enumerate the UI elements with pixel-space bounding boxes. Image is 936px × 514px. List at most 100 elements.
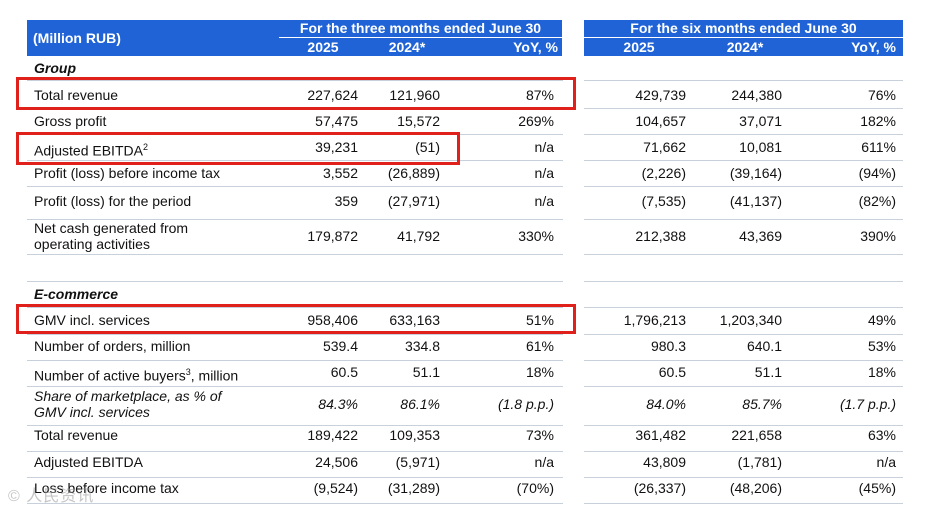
- col-header-yoy-h: YoY, %: [851, 39, 896, 55]
- table-cell: 60.5: [330, 364, 358, 380]
- table-cell: 121,960: [389, 87, 440, 103]
- highlight-total-revenue: [16, 77, 576, 110]
- table-cell: 51.1: [754, 364, 782, 380]
- table-cell: (48,206): [729, 480, 782, 496]
- table-cell: 18%: [525, 364, 554, 380]
- table-cell: 1,203,340: [719, 312, 782, 328]
- row-label: Share of marketplace, as % of GMV incl. s…: [34, 388, 222, 420]
- table-cell: (27,971): [387, 193, 440, 209]
- highlight-gmv: [16, 304, 576, 334]
- table-cell: 3,552: [322, 165, 358, 181]
- table-cell: (1.7 p.p.): [839, 396, 896, 412]
- table-cell: 86.1%: [400, 396, 440, 412]
- row-divider: [584, 160, 903, 161]
- table-cell: 24,506: [315, 454, 358, 470]
- row-divider: [27, 307, 563, 308]
- table-cell: 390%: [860, 228, 896, 244]
- table-cell: (31,289): [387, 480, 440, 496]
- table-cell: 361,482: [635, 427, 686, 443]
- row-divider: [584, 186, 903, 187]
- table-cell: (94%): [858, 165, 896, 181]
- table-cell: (5,971): [395, 454, 440, 470]
- table-cell: 539.4: [322, 338, 358, 354]
- table-cell: (41,137): [729, 193, 782, 209]
- table-cell: (26,889): [387, 165, 440, 181]
- row-divider: [584, 254, 903, 255]
- table-cell: 330%: [518, 228, 554, 244]
- row-divider: [27, 425, 563, 426]
- table-cell: n/a: [534, 454, 554, 470]
- table-cell: 109,353: [389, 427, 440, 443]
- row-divider: [27, 186, 563, 187]
- table-cell: n/a: [534, 139, 554, 155]
- row-divider: [584, 503, 903, 504]
- table-cell: (39,164): [729, 165, 782, 181]
- row-label: Profit (loss) before income tax: [34, 165, 220, 181]
- table-cell: (51): [415, 139, 440, 155]
- table-cell: 43,809: [643, 454, 686, 470]
- col-header-2025-q: 2025: [307, 39, 339, 55]
- row-divider: [584, 134, 903, 135]
- table-cell: (1.8 p.p.): [497, 396, 554, 412]
- table-cell: 179,872: [307, 228, 358, 244]
- table-cell: 51%: [525, 312, 554, 328]
- row-divider: [27, 477, 563, 478]
- row-divider: [27, 360, 563, 361]
- group-divider: [584, 37, 903, 38]
- row-divider: [27, 451, 563, 452]
- row-label: Net cash generated from operating activit…: [34, 220, 189, 252]
- row-divider: [27, 334, 563, 335]
- row-divider: [584, 281, 903, 282]
- table-cell: 84.3%: [318, 396, 358, 412]
- group-title-six-months: For the six months ended June 30: [630, 20, 857, 36]
- row-label: Loss before income tax: [34, 480, 179, 496]
- row-divider: [584, 386, 903, 387]
- table-cell: 60.5: [658, 364, 686, 380]
- table-cell: 359: [334, 193, 358, 209]
- table-cell: n/a: [534, 165, 554, 181]
- row-label: Adjusted EBITDA: [34, 454, 143, 470]
- col-header-2024-h: 2024*: [726, 39, 764, 55]
- table-cell: n/a: [534, 193, 554, 209]
- row-label: Adjusted EBITDA2: [34, 142, 148, 159]
- table-cell: (7,535): [641, 193, 686, 209]
- table-cell: 49%: [867, 312, 896, 328]
- row-divider: [584, 219, 903, 220]
- group-divider: [279, 37, 562, 38]
- table-cell: 43,369: [739, 228, 782, 244]
- row-divider: [584, 425, 903, 426]
- watermark: © 人民资讯: [8, 488, 95, 505]
- row-divider: [584, 451, 903, 452]
- table-cell: 51.1: [412, 364, 440, 380]
- table-cell: 76%: [867, 87, 896, 103]
- table-cell: 269%: [518, 113, 554, 129]
- table-cell: 41,792: [397, 228, 440, 244]
- row-label: Total revenue: [34, 87, 119, 103]
- table-cell: 189,422: [307, 427, 358, 443]
- table-cell: (9,524): [313, 480, 358, 496]
- table-cell: 10,081: [739, 139, 782, 155]
- table-cell: (45%): [858, 480, 896, 496]
- table-cell: 212,388: [635, 228, 686, 244]
- table-cell: 611%: [861, 139, 896, 155]
- table-cell: 244,380: [731, 87, 782, 103]
- row-label: Profit (loss) for the period: [34, 193, 192, 209]
- row-divider: [27, 281, 563, 282]
- table-cell: 84.0%: [646, 396, 686, 412]
- row-label: Number of orders, million: [34, 338, 191, 354]
- table-cell: n/a: [876, 454, 896, 470]
- table-cell: 39,231: [315, 139, 358, 155]
- row-label: Total revenue: [34, 427, 119, 443]
- row-divider: [584, 334, 903, 335]
- row-divider: [27, 254, 563, 255]
- table-cell: 63%: [867, 427, 896, 443]
- row-divider: [584, 477, 903, 478]
- section-title-ecommerce: E-commerce: [34, 286, 119, 302]
- row-divider: [584, 360, 903, 361]
- table-cell: 227,624: [307, 87, 358, 103]
- table-cell: 182%: [860, 113, 896, 129]
- table-cell: (26,337): [633, 480, 686, 496]
- section-title-group: Group: [34, 60, 76, 76]
- table-cell: (2,226): [641, 165, 686, 181]
- row-divider: [27, 503, 563, 504]
